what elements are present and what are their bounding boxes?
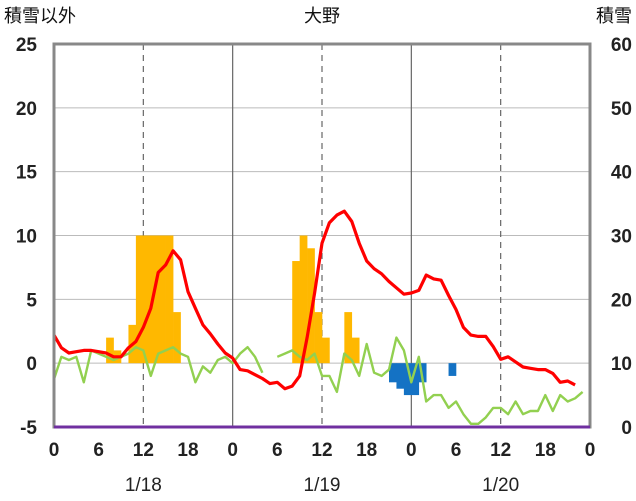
x-tick-8: 0 xyxy=(406,440,417,461)
x-tick-11: 18 xyxy=(535,440,556,461)
x-tick-3: 18 xyxy=(177,440,198,461)
precip-bar-6 xyxy=(158,235,166,364)
y-right-tick-4: 20 xyxy=(611,290,632,311)
precip-bar-12 xyxy=(314,312,323,364)
grid xyxy=(54,44,590,427)
snow-decrease-bar-1 xyxy=(396,363,405,389)
y-right-tick-3: 30 xyxy=(611,227,632,248)
y-left-tick-4: 5 xyxy=(26,290,37,311)
precip-bar-14 xyxy=(344,312,353,364)
x-tick-0: 0 xyxy=(49,440,60,461)
snow-decrease-bar-0 xyxy=(389,363,397,383)
precip-bar-3 xyxy=(135,235,144,364)
x-tick-10: 12 xyxy=(490,440,511,461)
x-tick-1: 6 xyxy=(93,440,104,461)
precip-bar-7 xyxy=(165,235,174,364)
y-right-tick-6: 0 xyxy=(621,418,632,439)
series-lines xyxy=(52,209,584,425)
y-left-tick-2: 15 xyxy=(16,163,38,184)
y-left-tick-5: 0 xyxy=(26,354,37,375)
precip-bar-0 xyxy=(106,337,114,364)
snow-depth-line-0 xyxy=(52,346,264,384)
precip-bar-8 xyxy=(173,312,181,364)
y-axis-left: 25 20 15 10 5 0 -5 xyxy=(16,35,38,439)
y-left-tick-3: 10 xyxy=(16,227,37,248)
chart-title: 大野 xyxy=(304,6,340,27)
precip-bar-4 xyxy=(143,235,152,364)
date-label-2: 1/20 xyxy=(482,475,519,496)
x-tick-5: 6 xyxy=(272,440,283,461)
y-left-tick-0: 25 xyxy=(16,35,38,56)
y-right-tick-2: 40 xyxy=(611,163,632,184)
date-label-0: 1/18 xyxy=(125,475,162,496)
date-labels: 1/18 1/19 1/20 xyxy=(125,475,519,496)
x-tick-2: 12 xyxy=(133,440,154,461)
x-axis: 0 6 12 18 0 6 12 18 0 6 12 18 0 xyxy=(49,440,596,461)
date-label-1: 1/19 xyxy=(304,475,341,496)
y-axis-right: 60 50 40 30 20 10 0 xyxy=(611,35,632,439)
ylabel-left: 積雪以外 xyxy=(4,6,76,27)
snow-decrease-bar-3 xyxy=(411,363,420,396)
y-right-tick-0: 60 xyxy=(611,35,632,56)
snow-depth-line-1 xyxy=(276,336,584,425)
precip-bar-5 xyxy=(150,235,159,364)
y-right-tick-1: 50 xyxy=(611,99,632,120)
x-tick-12: 0 xyxy=(585,440,596,461)
x-tick-7: 18 xyxy=(356,440,377,461)
snow-decrease-bar-2 xyxy=(403,363,412,396)
precip-bar-10 xyxy=(299,235,308,364)
plot-frame xyxy=(52,42,592,429)
x-tick-6: 12 xyxy=(311,440,332,461)
x-tick-4: 0 xyxy=(227,440,238,461)
y-left-tick-1: 20 xyxy=(16,99,37,120)
snow-decrease-bar-5 xyxy=(448,363,457,376)
x-tick-9: 6 xyxy=(451,440,462,461)
precip-bar-13 xyxy=(322,337,330,364)
y-right-tick-5: 10 xyxy=(611,354,632,375)
precip-bar-9 xyxy=(292,261,300,364)
y-left-tick-6: -5 xyxy=(20,418,37,439)
precip-bar-15 xyxy=(351,337,360,364)
ylabel-right: 積雪 xyxy=(596,6,632,27)
temperature-line xyxy=(52,209,576,391)
